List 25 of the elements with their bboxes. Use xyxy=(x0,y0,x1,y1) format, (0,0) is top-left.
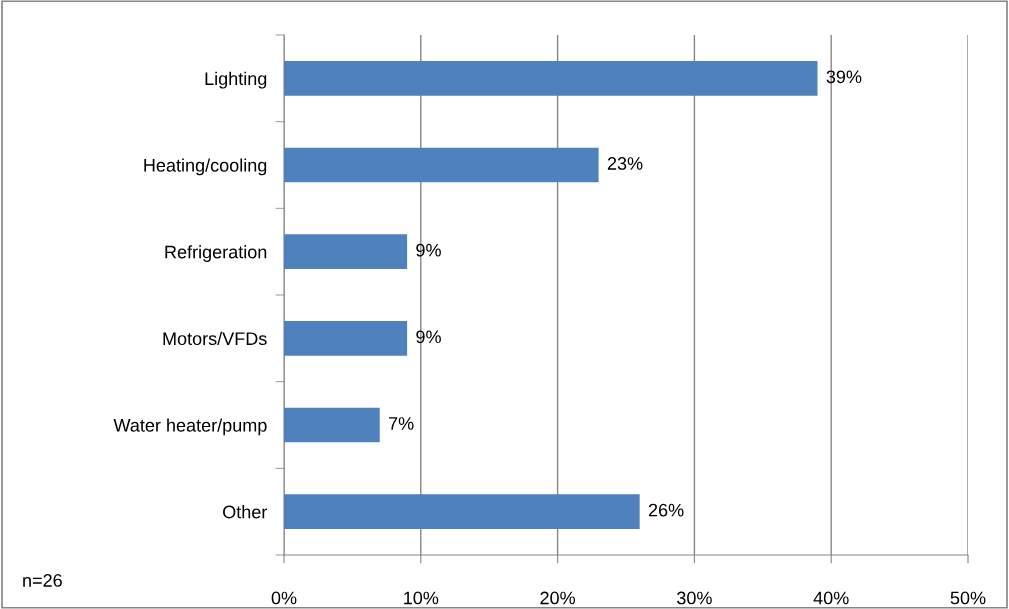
y-tick-label: Lighting xyxy=(205,71,267,89)
data-label: 39% xyxy=(826,70,862,84)
x-tick-label: 20% xyxy=(540,591,576,605)
data-label: 26% xyxy=(648,503,684,517)
text: n=26 xyxy=(23,574,62,587)
bar xyxy=(284,321,408,356)
y-tick-label: Water heater/pump xyxy=(113,418,267,436)
data-label: 7% xyxy=(389,417,414,430)
bar xyxy=(284,494,640,529)
x-tick-label: 30% xyxy=(677,591,712,605)
x-tick-label: 10% xyxy=(404,591,439,605)
bar xyxy=(284,407,380,443)
y-tick-label: Heating/cooling xyxy=(144,158,267,176)
y-tick-label: Refrigeration xyxy=(165,245,267,262)
x-tick-label: 50% xyxy=(950,591,986,605)
bar xyxy=(284,234,408,269)
x-tick-label: 0% xyxy=(271,591,297,605)
data-label: 9% xyxy=(416,330,441,344)
data-label: 9% xyxy=(416,243,441,257)
y-tick-label: Motors/VFDs xyxy=(163,331,267,346)
x-tick-label: 40% xyxy=(813,591,849,605)
bar xyxy=(284,61,818,96)
bar xyxy=(284,147,599,183)
data-label: 23% xyxy=(607,157,643,170)
y-tick-label: Other xyxy=(223,505,268,519)
